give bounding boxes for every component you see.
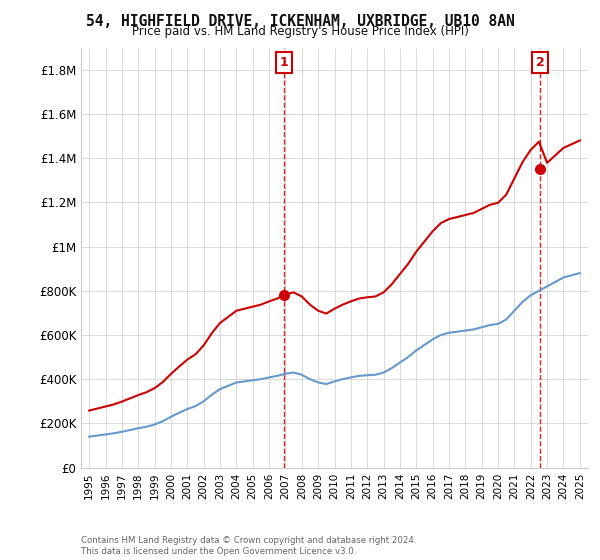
- Text: 1: 1: [280, 56, 289, 69]
- Text: 54, HIGHFIELD DRIVE, ICKENHAM, UXBRIDGE, UB10 8AN: 54, HIGHFIELD DRIVE, ICKENHAM, UXBRIDGE,…: [86, 14, 514, 29]
- Text: Contains HM Land Registry data © Crown copyright and database right 2024.
This d: Contains HM Land Registry data © Crown c…: [81, 536, 416, 556]
- Text: 2: 2: [536, 56, 544, 69]
- Text: Price paid vs. HM Land Registry's House Price Index (HPI): Price paid vs. HM Land Registry's House …: [131, 25, 469, 38]
